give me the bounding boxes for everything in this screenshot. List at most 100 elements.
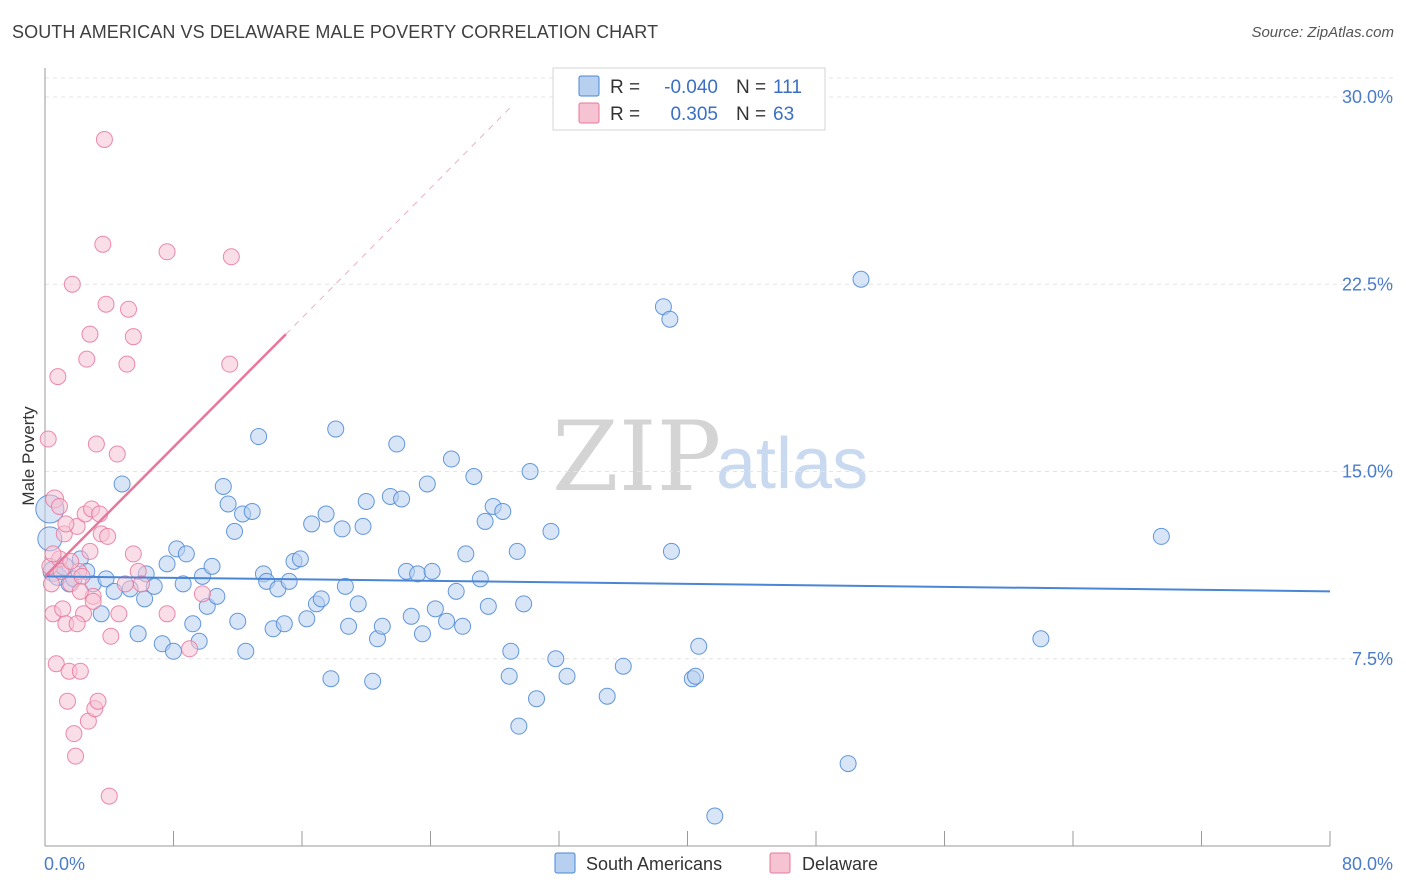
bottom-legend-label-south-americans: South Americans: [586, 854, 722, 874]
point-south-americans-81: [479, 597, 497, 615]
point-delaware-62: [71, 582, 89, 600]
point-south-americans-24: [177, 545, 195, 563]
point-south-americans-56: [340, 617, 358, 635]
point-south-americans-29: [203, 557, 221, 575]
point-delaware-17: [67, 747, 85, 765]
point-south-americans-52: [322, 670, 340, 688]
point-south-americans-88: [510, 717, 528, 735]
point-delaware-34: [94, 235, 112, 253]
point-south-americans-11: [97, 570, 115, 588]
point-south-americans-33: [226, 522, 244, 540]
point-south-americans-96: [662, 542, 680, 560]
legend-n-value-1: 111: [773, 77, 802, 98]
point-delaware-35: [95, 130, 113, 148]
point-south-americans-31: [214, 477, 232, 495]
trend-line-delaware: [44, 333, 287, 578]
y-tick-label-0: 7.5%: [1352, 649, 1393, 669]
point-south-americans-34: [229, 612, 247, 630]
point-south-americans-105: [1032, 630, 1050, 648]
series-south-americans: [35, 270, 1170, 825]
point-south-americans-46: [291, 550, 309, 568]
point-south-americans-55: [336, 577, 354, 595]
y-tick-label-1: 15.0%: [1342, 462, 1393, 482]
point-delaware-50: [158, 605, 176, 623]
point-delaware-46: [124, 545, 142, 563]
point-delaware-15: [63, 275, 81, 293]
point-delaware-31: [89, 692, 107, 710]
x-tick-label-max: 80.0%: [1342, 854, 1393, 874]
point-south-americans-77: [457, 545, 475, 563]
grid: [45, 77, 1393, 660]
point-south-americans-32: [219, 495, 237, 513]
legend-r-label-2: R =: [610, 104, 640, 125]
point-south-americans-106: [1152, 527, 1170, 545]
point-delaware-54: [222, 248, 240, 266]
chart-title: SOUTH AMERICAN VS DELAWARE MALE POVERTY …: [12, 22, 659, 42]
point-south-americans-89: [521, 463, 539, 480]
point-delaware-51: [181, 640, 199, 658]
point-south-americans-78: [465, 467, 483, 485]
point-south-americans-47: [298, 610, 316, 628]
point-south-americans-23: [174, 575, 192, 593]
legend-r-label-1: R =: [610, 77, 640, 98]
point-south-americans-15: [129, 625, 147, 643]
point-south-americans-76: [454, 617, 472, 635]
legend-box: R = -0.040 N = 111 R = 0.305 N = 63: [552, 67, 826, 131]
y-tick-label-2: 22.5%: [1342, 274, 1393, 294]
legend-n-label-1: N =: [736, 77, 766, 98]
point-delaware-0: [39, 430, 57, 448]
point-south-americans-65: [393, 490, 411, 508]
point-south-americans-71: [423, 562, 441, 580]
point-delaware-57: [81, 542, 99, 560]
point-delaware-59: [62, 552, 80, 570]
point-delaware-56: [57, 515, 75, 533]
legend-swatch-pink: [578, 102, 600, 124]
point-south-americans-101: [661, 310, 679, 328]
point-delaware-61: [44, 545, 62, 563]
point-south-americans-60: [364, 672, 382, 690]
point-south-americans-84: [500, 667, 518, 685]
point-south-americans-86: [508, 542, 526, 560]
point-delaware-6: [49, 368, 67, 386]
x-tick-label-min: 0.0%: [44, 854, 85, 874]
point-south-americans-91: [542, 522, 560, 540]
point-delaware-43: [120, 300, 138, 318]
point-delaware-16: [65, 725, 83, 743]
point-south-americans-62: [373, 617, 391, 635]
point-south-americans-95: [614, 657, 632, 675]
point-delaware-49: [158, 243, 176, 261]
point-south-americans-83: [494, 502, 512, 520]
watermark-zip: ZIP: [552, 401, 721, 513]
point-south-americans-20: [158, 555, 176, 573]
point-south-americans-99: [690, 637, 708, 655]
bottom-legend-swatch-south-americans: [554, 852, 576, 874]
point-delaware-5: [47, 655, 65, 673]
point-delaware-42: [110, 605, 128, 623]
point-south-americans-25: [184, 615, 202, 633]
y-tick-labels: 7.5% 15.0% 22.5% 30.0%: [1342, 87, 1393, 669]
point-south-americans-79: [471, 570, 489, 588]
point-south-americans-57: [349, 595, 367, 613]
legend-r-value-2: 0.305: [670, 104, 718, 125]
point-south-americans-87: [515, 595, 533, 613]
point-delaware-53: [221, 355, 239, 373]
point-south-americans-44: [280, 572, 298, 590]
trend-line-south-americans: [44, 575, 1331, 593]
point-delaware-44: [118, 355, 136, 373]
point-delaware-26: [81, 325, 99, 343]
point-south-americans-80: [476, 512, 494, 530]
point-south-americans-37: [243, 502, 261, 520]
point-south-americans-104: [839, 755, 857, 773]
point-delaware-32: [91, 505, 109, 523]
point-delaware-40: [108, 445, 126, 463]
watermark: ZIP atlas: [552, 401, 868, 513]
point-delaware-52: [193, 585, 211, 603]
point-south-americans-94: [598, 687, 616, 705]
point-south-americans-68: [409, 565, 427, 583]
point-south-americans-90: [528, 690, 546, 708]
point-south-americans-69: [413, 625, 431, 643]
point-delaware-30: [87, 435, 105, 453]
point-south-americans-59: [357, 492, 375, 510]
legend-r-value-1: -0.040: [664, 77, 718, 98]
